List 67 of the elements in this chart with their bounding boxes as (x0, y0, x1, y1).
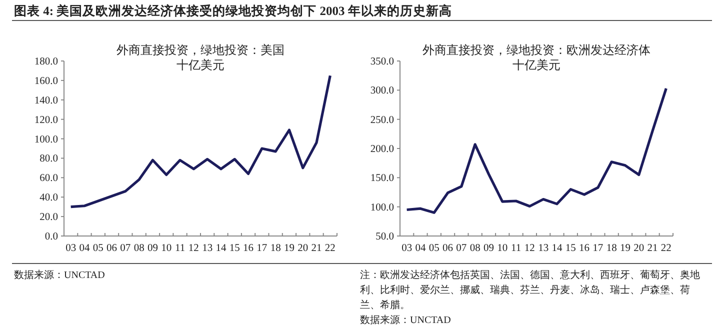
x-tick-label: 06 (106, 243, 118, 254)
x-tick-label: 13 (202, 243, 213, 254)
x-tick-label: 03 (402, 243, 412, 254)
x-tick-label: 20 (634, 243, 644, 254)
x-tick-label: 10 (161, 243, 172, 254)
x-tick-label: 07 (120, 243, 131, 254)
x-tick-label: 20 (298, 243, 308, 254)
x-tick-label: 21 (311, 243, 322, 254)
y-tick-label: 60.0 (40, 173, 58, 184)
x-tick-label: 15 (565, 243, 576, 254)
x-tick-label: 22 (660, 243, 672, 254)
x-tick-label: 04 (415, 243, 426, 254)
y-tick-label: 200.0 (370, 144, 394, 155)
x-tick-label: 17 (256, 243, 268, 254)
y-tick-label: 20.0 (40, 212, 58, 224)
y-tick-label: 300.0 (370, 86, 394, 97)
y-tick-label: 150.0 (370, 173, 394, 184)
x-tick-label: 14 (216, 243, 227, 254)
x-tick-label: 09 (483, 243, 494, 254)
source-note: 数据来源：UNCTAD (14, 268, 106, 283)
x-tick-label: 12 (188, 243, 199, 254)
x-tick-label: 14 (552, 243, 563, 254)
y-tick-label: 160.0 (34, 76, 58, 87)
x-tick-label: 13 (538, 243, 549, 254)
x-tick-label: 11 (510, 243, 522, 254)
y-tick-label: 100.0 (34, 134, 58, 146)
chart-subtitle: 十亿美元 (512, 58, 560, 72)
x-tick-label: 07 (456, 243, 467, 254)
text: 图表 4: 美国及欧洲发达经济体接受的绿地投资均创下 2003 年以来的历史新高 (14, 3, 453, 20)
x-tick-label: 15 (229, 243, 240, 254)
source-note: 数据来源：UNCTAD (360, 314, 452, 328)
x-tick-label: 16 (579, 243, 590, 254)
chart-title: 外商直接投资，绿地投资：欧洲发达经济体 (422, 43, 650, 57)
y-tick-label: 80.0 (40, 154, 58, 165)
y-tick-label: 100.0 (370, 202, 394, 214)
x-tick-label: 09 (147, 243, 158, 254)
x-tick-label: 18 (606, 243, 617, 254)
x-tick-label: 19 (284, 243, 294, 254)
y-tick-label: 0.0 (44, 232, 58, 242)
y-tick-label: 50.0 (376, 232, 394, 242)
x-tick-label: 16 (243, 243, 254, 254)
x-tick-label: 11 (174, 243, 186, 254)
x-tick-label: 05 (428, 243, 440, 254)
x-tick-label: 19 (620, 243, 630, 254)
x-tick-label: 04 (79, 243, 90, 254)
x-tick-label: 08 (470, 243, 480, 254)
x-tick-label: 22 (324, 243, 336, 254)
chart-title: 外商直接投资，绿地投资：美国 (116, 43, 284, 57)
line-series (70, 74, 332, 208)
y-tick-label: 350.0 (370, 56, 394, 68)
y-tick-label: 140.0 (34, 95, 58, 106)
x-tick-label: 21 (647, 243, 658, 254)
x-tick-label: 10 (497, 243, 508, 254)
y-tick-label: 180.0 (34, 56, 58, 68)
x-tick-label: 18 (270, 243, 281, 254)
x-tick-label: 12 (524, 243, 535, 254)
text: 注：欧洲发达经济体包括英国、法国、德国、意大利、西班牙、葡萄牙、奥地利、比利时、爱尔兰、挪威、瑞典、芬兰、丹麦、冰岛、瑞士、卢森堡、荷兰、希腊。 (360, 268, 701, 313)
line-series (406, 87, 668, 214)
x-tick-label: 03 (66, 243, 76, 254)
x-tick-label: 17 (592, 243, 604, 254)
chart-subtitle: 十亿美元 (176, 58, 224, 72)
y-tick-label: 250.0 (370, 114, 394, 126)
y-tick-label: 40.0 (40, 192, 58, 204)
x-tick-label: 08 (134, 243, 144, 254)
x-tick-label: 05 (92, 243, 104, 254)
y-tick-label: 120.0 (34, 114, 58, 126)
x-tick-label: 06 (442, 243, 454, 254)
